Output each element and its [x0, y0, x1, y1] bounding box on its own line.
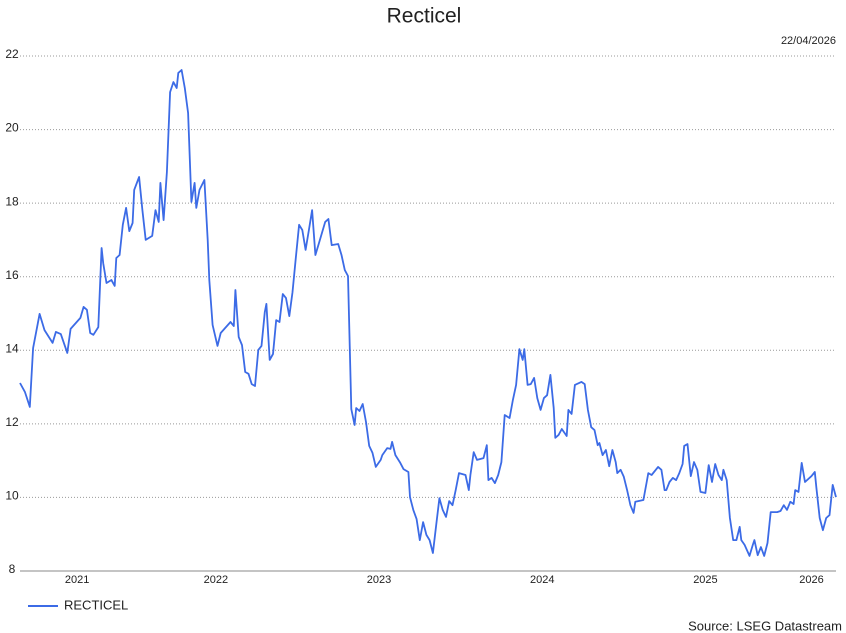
y-tick-label: 20: [5, 121, 19, 135]
x-tick-label: 2026: [799, 574, 823, 586]
y-tick-label: 14: [5, 341, 19, 355]
source: Source: LSEG Datastream: [688, 618, 842, 633]
y-tick-label: 12: [5, 415, 19, 429]
x-tick-label: 2024: [530, 574, 554, 586]
x-tick-label: 2022: [204, 574, 228, 586]
x-tick-label: 2023: [367, 574, 391, 586]
price-line: [19, 69, 837, 557]
x-tick-label: 2025: [693, 574, 717, 586]
y-tick-label: 18: [5, 194, 19, 208]
y-tick-label: 16: [5, 268, 19, 282]
y-tick-label: 22: [5, 47, 19, 61]
legend-label: RECTICEL: [64, 597, 128, 612]
chart-title: Recticel: [387, 5, 462, 28]
x-tick-label: 2021: [65, 574, 89, 586]
date-label: 22/04/2026: [781, 35, 836, 47]
y-tick-label: 8: [9, 562, 16, 576]
y-tick-label: 10: [5, 489, 19, 503]
